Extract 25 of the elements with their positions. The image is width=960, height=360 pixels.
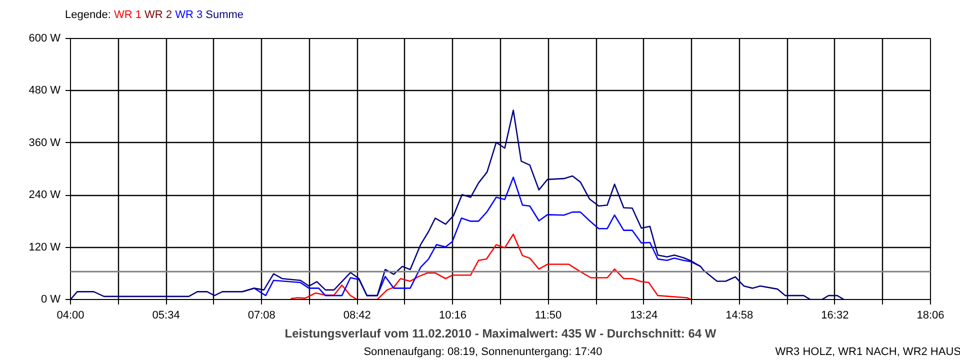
y-tick-label: 600 W (28, 32, 62, 44)
x-tick-label: 16:32 (821, 310, 849, 322)
x-tick-label: 10:16 (438, 310, 466, 322)
text: Sonnenaufgang: 08:19, Sonnenuntergang: 17:40 (364, 346, 602, 358)
y-tick-label: 0 W (40, 294, 62, 306)
x-tick-label: 07:08 (248, 310, 276, 322)
x-tick-label: 13:24 (630, 310, 658, 322)
x-tick-label: 05:34 (152, 310, 180, 322)
text: WR 3 (175, 9, 203, 21)
text: Leistungsverlauf vom 11.02.2010 - Maximalwert: 435 W - Durchschnitt: 64 W (284, 326, 717, 340)
x-tick-label: 11:50 (534, 310, 562, 322)
y-tick-label: 480 W (28, 84, 62, 97)
legend-title: Legende: (65, 9, 111, 21)
y-tick-label: 240 W (28, 189, 62, 202)
x-tick-label: 04:00 (56, 310, 84, 322)
x-tick-label: 14:58 (726, 310, 754, 322)
legend-label: WR 2 (144, 9, 172, 21)
line-series (290, 234, 692, 300)
line-series (70, 110, 845, 300)
text: Summe (206, 9, 244, 21)
y-tick-label: 120 W (28, 241, 62, 254)
y-tick-label: 360 W (28, 136, 62, 149)
text: WR 1 (114, 9, 142, 21)
x-tick-label: 08:42 (343, 310, 371, 322)
x-tick-label: 18:06 (916, 310, 944, 322)
